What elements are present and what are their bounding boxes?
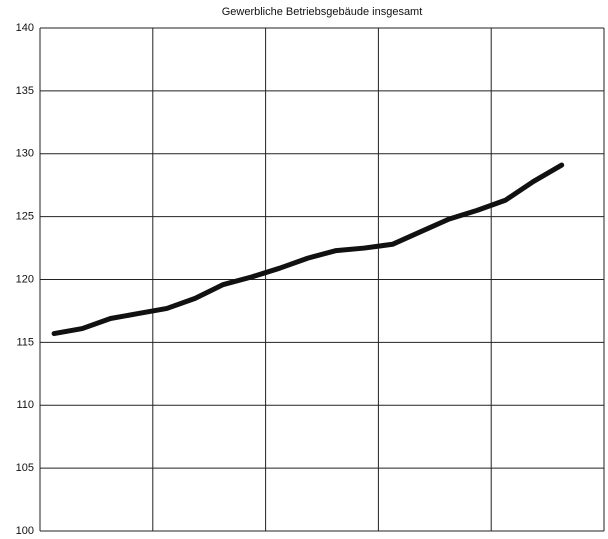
data-line <box>51 162 565 337</box>
y-tick-label: 105 <box>16 462 34 474</box>
y-tick-label: 130 <box>16 148 34 160</box>
y-tick-label: 100 <box>16 525 34 534</box>
y-tick-label: 125 <box>16 211 34 223</box>
y-tick-label: 115 <box>16 336 34 348</box>
chart-title: Gewerbliche Betriebsgebäude insgesamt <box>222 6 423 18</box>
y-tick-label: 135 <box>16 85 34 97</box>
y-tick-label: 140 <box>16 22 34 34</box>
y-tick-label: 110 <box>16 399 34 411</box>
y-tick-label: 120 <box>16 273 34 285</box>
